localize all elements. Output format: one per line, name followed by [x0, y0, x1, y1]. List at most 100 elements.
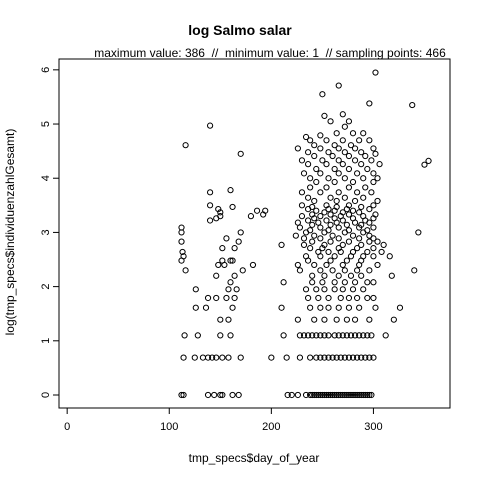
data-point	[321, 391, 328, 399]
data-point	[191, 354, 198, 361]
data-point	[180, 354, 187, 361]
data-point	[311, 232, 318, 239]
x-axis-label: tmp_specs$day_of_year	[189, 451, 320, 465]
data-point	[366, 232, 373, 239]
data-point	[323, 184, 330, 191]
data-point	[219, 245, 226, 252]
data-point	[425, 157, 432, 164]
data-point	[323, 161, 330, 168]
data-point	[311, 316, 318, 323]
data-point	[341, 267, 348, 274]
data-point	[178, 391, 185, 399]
data-point	[231, 245, 238, 252]
data-point	[325, 304, 332, 311]
data-point	[319, 91, 326, 98]
data-point	[353, 189, 361, 196]
data-point	[313, 286, 320, 293]
data-point	[366, 238, 373, 245]
data-point	[370, 294, 377, 302]
data-point	[319, 391, 326, 399]
y-tick-label: 4	[40, 175, 52, 181]
data-point	[351, 279, 359, 286]
data-point	[353, 245, 361, 252]
data-point	[317, 213, 324, 220]
data-point	[345, 238, 353, 245]
data-point	[202, 304, 210, 311]
data-point	[235, 238, 242, 245]
data-point	[213, 272, 220, 279]
data-point	[325, 354, 332, 361]
data-point	[298, 202, 306, 209]
data-point	[347, 391, 355, 399]
data-point	[231, 272, 238, 279]
data-point	[192, 286, 199, 293]
data-point	[349, 354, 357, 361]
data-point	[335, 189, 342, 196]
data-point	[321, 209, 328, 216]
data-point	[362, 354, 369, 361]
data-point	[347, 272, 355, 279]
data-point	[325, 294, 332, 302]
data-point	[345, 354, 353, 361]
x-tick-label: 100	[160, 421, 178, 433]
data-point	[298, 213, 306, 220]
data-point	[358, 241, 365, 248]
data-point	[317, 235, 324, 242]
data-point	[335, 157, 342, 164]
data-point	[229, 257, 236, 264]
data-point	[333, 354, 340, 361]
data-point	[356, 391, 363, 399]
data-point	[309, 272, 316, 279]
data-point	[390, 316, 397, 323]
data-point	[262, 207, 269, 214]
data-point	[309, 391, 316, 399]
data-point	[317, 304, 324, 311]
data-point	[317, 354, 324, 361]
data-point	[307, 227, 314, 234]
data-point	[347, 332, 355, 339]
data-point	[331, 178, 338, 186]
data-point	[331, 391, 338, 399]
y-axis-label: log(tmp_specs$individuenzahlGesamt)	[3, 129, 17, 336]
data-point	[415, 229, 422, 236]
data-point	[360, 130, 367, 137]
data-point	[321, 332, 328, 339]
data-point	[366, 316, 373, 323]
data-point	[335, 332, 342, 339]
data-point	[333, 197, 340, 205]
data-point	[343, 257, 350, 264]
data-point	[327, 211, 334, 218]
data-point	[304, 332, 312, 339]
data-point	[249, 261, 257, 269]
data-point	[235, 391, 242, 399]
data-point	[311, 197, 318, 205]
data-point	[300, 170, 308, 177]
data-point	[380, 241, 387, 248]
y-axis: 0 1 2 3 4 5 6	[40, 67, 59, 398]
data-point	[307, 175, 314, 182]
data-point	[296, 332, 304, 339]
data-point	[358, 203, 365, 211]
data-point	[374, 238, 381, 245]
data-point	[323, 391, 330, 399]
data-point	[325, 149, 332, 156]
data-point	[294, 145, 301, 152]
data-point	[331, 165, 338, 173]
data-point	[227, 187, 234, 194]
data-point	[239, 267, 246, 274]
data-point	[372, 211, 379, 218]
data-point	[325, 391, 332, 399]
data-point	[211, 391, 218, 399]
data-point	[345, 211, 353, 218]
data-point	[311, 152, 318, 160]
data-point	[353, 267, 361, 274]
data-point	[179, 248, 186, 256]
data-point	[219, 257, 226, 264]
data-point	[323, 261, 330, 269]
data-point	[204, 294, 212, 302]
data-point	[364, 279, 371, 286]
data-point	[237, 354, 244, 361]
data-point	[339, 111, 346, 118]
data-point	[215, 261, 222, 269]
data-point	[370, 178, 377, 186]
